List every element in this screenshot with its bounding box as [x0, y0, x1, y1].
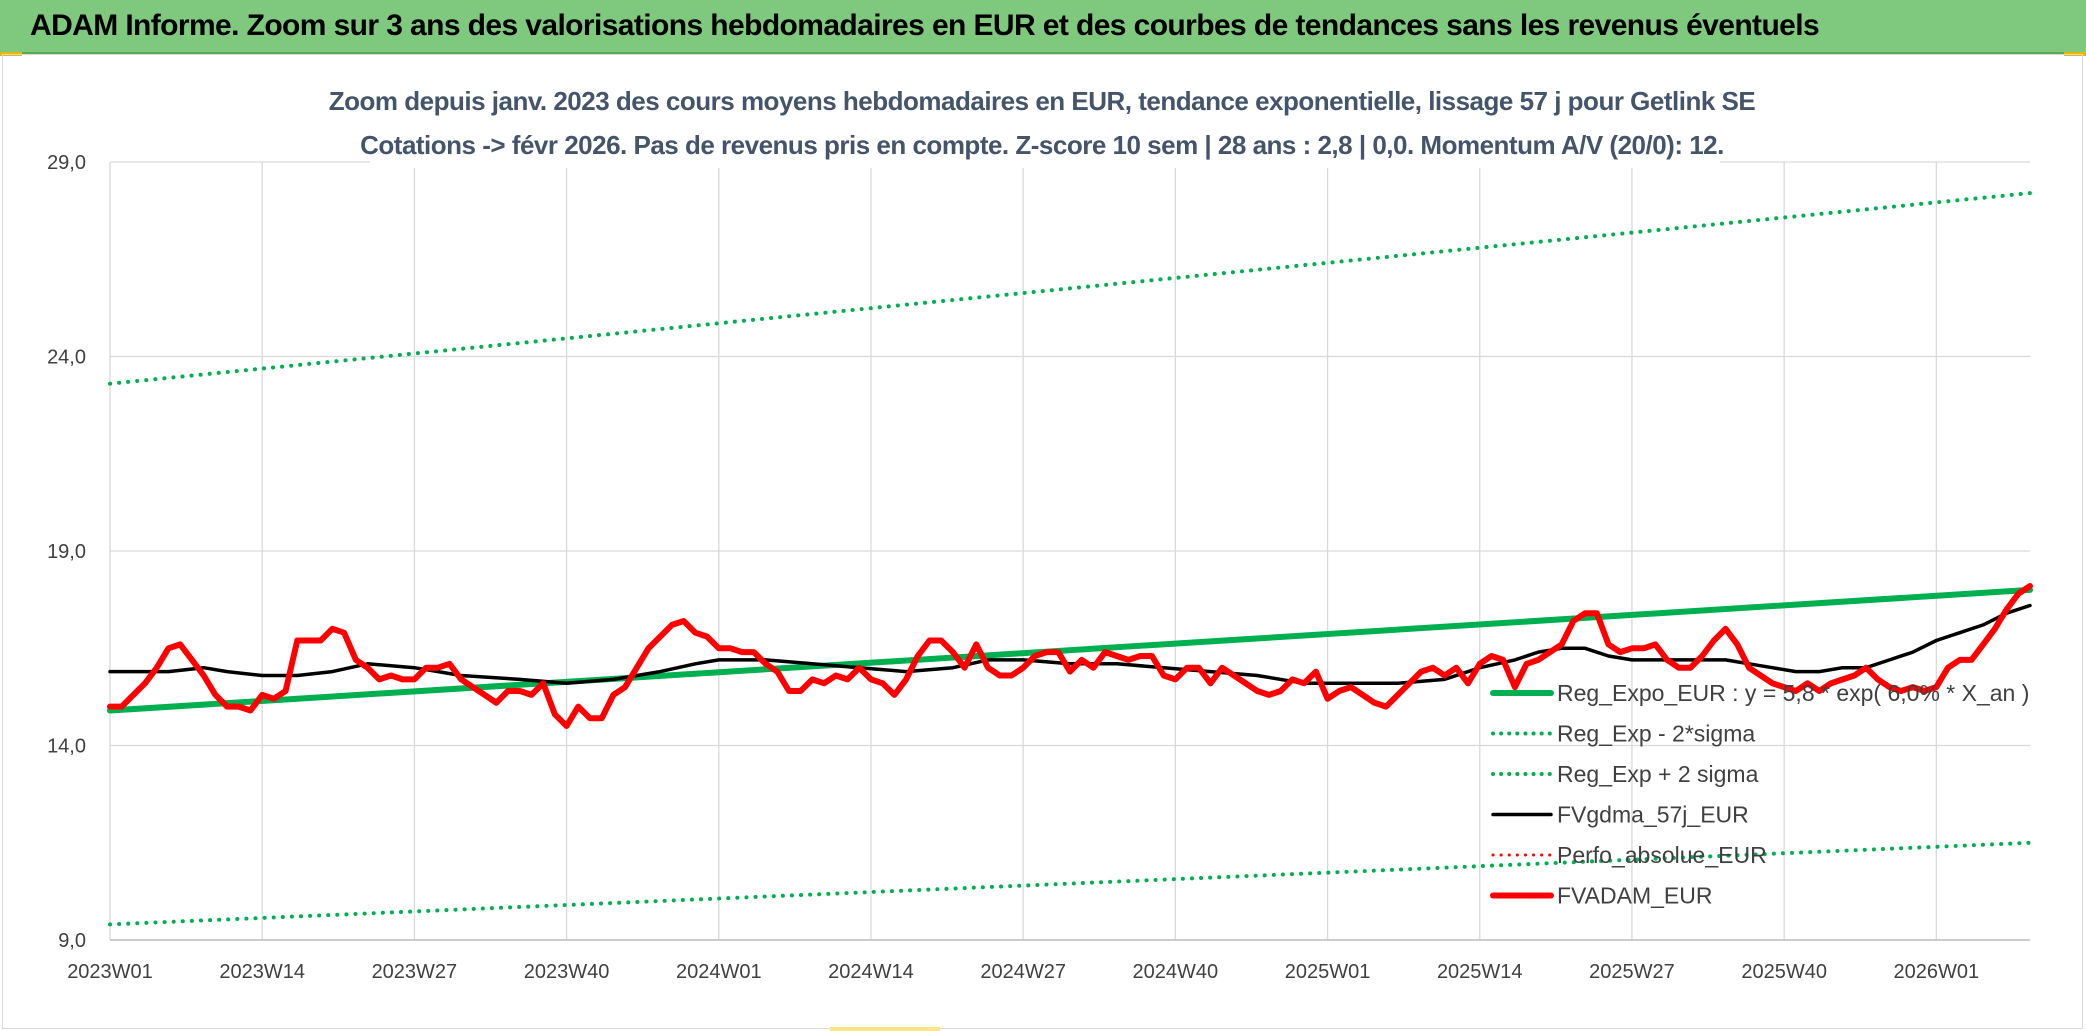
legend-label: Reg_Expo_EUR : y = 5,8 * exp( 6,0% * X_a… [1557, 680, 2029, 706]
legend-label: Perfo_absolue_EUR [1557, 842, 1767, 868]
x-tick-label: 2023W01 [67, 961, 153, 983]
legend-label: Reg_Exp + 2 sigma [1557, 761, 1759, 787]
y-axis-ticks: 9,0 14,0 19,0 24,0 29,0 [47, 152, 86, 952]
x-tick-label: 2024W01 [676, 961, 762, 983]
chart-frame [2, 54, 2083, 1029]
legend: Reg_Expo_EUR : y = 5,8 * exp( 6,0% * X_a… [1490, 680, 2029, 909]
x-tick-label: 2025W27 [1589, 961, 1675, 983]
x-axis-ticks: 2023W01 2023W14 2023W27 2023W40 2024W01 2024W… [67, 961, 1979, 983]
series-line-3 [108, 603, 2032, 686]
title-banner: ADAM Informe. Zoom sur 3 ans des valoris… [0, 0, 2086, 54]
x-tick-label: 2025W01 [1285, 961, 1371, 983]
chart-subtitle-line2: Cotations -> févr 2026. Pas de revenus p… [360, 130, 1724, 160]
x-tick-label: 2023W27 [372, 961, 458, 983]
x-tick-label: 2024W27 [980, 961, 1066, 983]
legend-label: FVgdma_57j_EUR [1557, 802, 1749, 828]
x-tick-label: 2025W40 [1741, 961, 1827, 983]
x-tick-label: 2025W14 [1437, 961, 1523, 983]
y-tick-label: 24,0 [47, 347, 86, 369]
banner-title: ADAM Informe. Zoom sur 3 ans des valoris… [30, 9, 1820, 42]
bottom-marker [830, 1027, 940, 1031]
x-tick-label: 2026W01 [1894, 961, 1980, 983]
subtitle-background [370, 80, 1720, 168]
x-tick-label: 2024W14 [828, 961, 914, 983]
x-tick-label: 2024W40 [1133, 961, 1219, 983]
x-tick-label: 2023W14 [219, 961, 305, 983]
y-tick-label: 14,0 [47, 736, 86, 758]
series-line-1 [108, 840, 2032, 927]
series-line-2 [108, 191, 2032, 386]
series-lines [107, 191, 2033, 927]
y-tick-label: 19,0 [47, 541, 86, 563]
y-tick-label: 9,0 [58, 930, 86, 952]
series-line-5 [107, 583, 2033, 729]
x-tick-label: 2023W40 [524, 961, 610, 983]
series-line-0 [107, 586, 2033, 714]
legend-label: FVADAM_EUR [1557, 883, 1713, 909]
legend-label: Reg_Exp - 2*sigma [1557, 721, 1755, 747]
y-tick-label: 29,0 [47, 152, 86, 174]
chart-subtitle-line1: Zoom depuis janv. 2023 des cours moyens … [329, 86, 1756, 116]
